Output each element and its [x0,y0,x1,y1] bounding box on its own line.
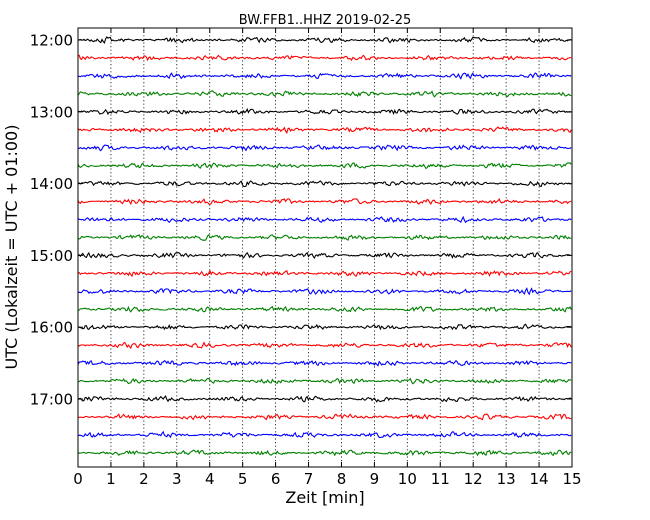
x-tick-label: 5 [238,470,248,488]
y-tick-label: 15:00 [30,247,73,265]
x-tick-label: 15 [562,470,581,488]
seismic-trace [77,287,572,296]
seismic-trace [77,36,572,45]
x-axis: 0 1 2 3 4 5 6 7 8 9 10 11 12 13 14 15 [73,28,582,488]
y-tick-label: 14:00 [30,175,73,193]
seismic-trace [77,90,572,98]
seismic-trace [77,215,572,224]
x-tick-label: 0 [73,470,83,488]
x-tick-label: 3 [172,470,182,488]
y-axis: 12:00 13:00 14:00 15:00 16:00 17:00 [30,32,572,409]
seismic-trace [77,413,572,421]
grid-lines [110,28,540,467]
seismic-trace [77,54,572,62]
x-tick-label: 14 [530,470,549,488]
seismic-trace [77,341,572,350]
y-tick-label: 16:00 [30,319,73,337]
seismic-trace [77,323,572,331]
x-axis-label: Zeit [min] [285,488,364,507]
x-tick-label: 12 [464,470,483,488]
trace-group [77,36,572,457]
x-tick-label: 4 [205,470,215,488]
seismic-trace [77,126,572,135]
seismic-trace [77,449,572,457]
seismic-trace [77,180,572,188]
y-axis-label: UTC (Lokalzeit = UTC + 01:00) [2,125,21,370]
seismic-trace [77,198,572,206]
seismic-trace [77,377,572,385]
x-tick-label: 8 [337,470,347,488]
x-tick-label: 6 [271,470,281,488]
x-tick-label: 1 [106,470,116,488]
seismic-trace [77,234,572,242]
chart-title: BW.FFB1..HHZ 2019-02-25 [239,13,412,28]
seismic-trace [77,395,572,403]
x-tick-label: 10 [398,470,417,488]
x-tick-label: 2 [139,470,149,488]
seismic-trace [77,107,572,116]
y-tick-label: 12:00 [30,32,73,50]
seismic-trace [77,162,572,170]
y-tick-label: 13:00 [30,103,73,121]
x-tick-label: 9 [370,470,380,488]
x-tick-label: 7 [304,470,314,488]
seismic-trace [77,430,572,439]
seismic-trace [77,251,572,260]
y-tick-label: 17:00 [30,391,73,409]
x-tick-label: 13 [497,470,516,488]
seismic-trace [77,144,572,152]
seismic-trace [77,72,572,80]
seismic-trace [78,269,572,278]
x-tick-label: 11 [431,470,450,488]
seismic-trace [77,359,572,367]
plot-frame [77,27,573,468]
seismic-trace [77,305,572,313]
